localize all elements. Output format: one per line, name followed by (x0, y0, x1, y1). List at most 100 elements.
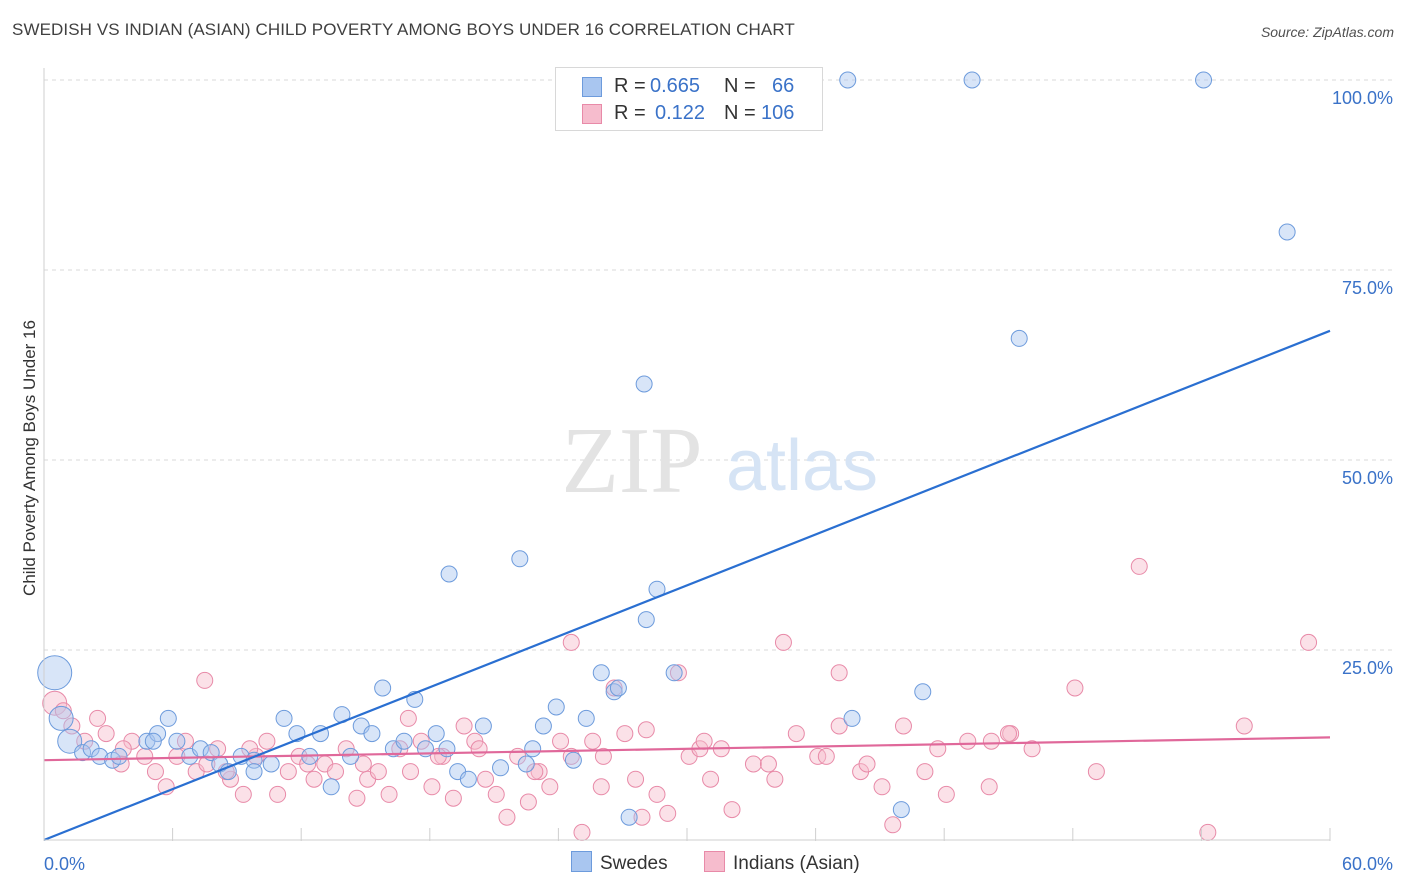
indians-point (744, 755, 762, 773)
grid (44, 79, 1392, 651)
indians-legend-label: Indians (Asian) (733, 853, 860, 874)
indians-point (605, 679, 623, 697)
indians-point (637, 721, 655, 739)
swedes-point (511, 550, 529, 568)
legend-item-swedes: Swedes (571, 851, 668, 875)
swedes-point (48, 705, 74, 731)
n-label: N = (724, 75, 756, 97)
indians-point (982, 732, 1000, 750)
indians-point (89, 709, 107, 727)
swedes-point (474, 717, 492, 735)
y-axis-label: Child Poverty Among Boys Under 16 (20, 320, 39, 596)
swedes-point (57, 728, 83, 754)
indians-point (562, 633, 580, 651)
swedes-trend-line (43, 329, 1331, 842)
swedes-point (963, 71, 981, 89)
indians-point (487, 785, 505, 803)
chart-title: SWEDISH VS INDIAN (ASIAN) CHILD POVERTY … (12, 20, 795, 39)
indians-point (873, 778, 891, 796)
watermark: ZIP atlas (562, 409, 879, 513)
indians-point (444, 789, 462, 807)
indians-point (894, 717, 912, 735)
indians-point (1000, 725, 1017, 743)
indians-point (234, 785, 252, 803)
indians-point (269, 785, 287, 803)
r-label: R = (614, 75, 646, 97)
indians-point (1130, 557, 1148, 575)
swedes-point (592, 664, 610, 682)
swedes-point (91, 747, 109, 765)
swedes-point (275, 709, 293, 727)
swedes-point (144, 732, 162, 750)
indians-r-value: 0.122 (655, 102, 706, 124)
swedes-point (1278, 223, 1296, 241)
indians-point (326, 763, 344, 781)
swedes-points (37, 71, 1296, 826)
indians-point (916, 763, 934, 781)
trend-lines (43, 329, 1331, 842)
indians-point (809, 747, 827, 765)
indians-point (1300, 633, 1318, 651)
indians-point (455, 717, 473, 735)
indians-point (702, 770, 720, 788)
indians-point (354, 755, 372, 773)
indians-point (1199, 823, 1217, 841)
swedes-point (524, 740, 542, 758)
indians-point (1235, 717, 1253, 735)
x-tick-label-end: 60.0% (1342, 854, 1393, 874)
indians-point (380, 785, 398, 803)
indians-point (858, 755, 876, 773)
indians-point (1066, 679, 1084, 697)
swedes-point (459, 770, 477, 788)
swedes-point (363, 725, 381, 743)
swedes-point (245, 763, 263, 781)
swedes-point (547, 698, 565, 716)
indians-point (279, 763, 297, 781)
legend-row-indians: R = 0.122 N = 106 (556, 100, 822, 128)
indians-point (470, 740, 488, 758)
swedes-point (635, 375, 653, 393)
swedes-point (37, 655, 73, 691)
swedes-point (440, 565, 458, 583)
indians-point (633, 808, 651, 826)
indians-point (258, 732, 276, 750)
swedes-point (839, 71, 857, 89)
swedes-point (110, 747, 128, 765)
indians-point (136, 747, 154, 765)
indians-point (648, 785, 666, 803)
swedes-point (395, 732, 413, 750)
indians-point (695, 732, 713, 750)
correlation-legend: R = 0.665 N = 66 R = 0.122 N = 106 (555, 67, 823, 131)
indians-points (42, 557, 1318, 841)
source-label: Source: ZipAtlas.com (1260, 24, 1394, 40)
swedes-point (637, 611, 655, 629)
legend-row-swedes: R = 0.665 N = 66 (556, 73, 822, 101)
swedes-point (322, 778, 340, 796)
swedes-point (843, 709, 861, 727)
indians-point (146, 763, 164, 781)
axes: 25.0% 50.0% 75.0% 100.0% 0.0% 60.0% (43, 68, 1393, 874)
swedes-point (577, 709, 595, 727)
swedes-point (665, 664, 683, 682)
indians-point (63, 717, 81, 735)
indians-point (530, 763, 548, 781)
swedes-point (892, 801, 910, 819)
indians-point (168, 747, 186, 765)
indians-point (759, 755, 777, 773)
swedes-point (159, 709, 177, 727)
swedes-swatch (582, 77, 602, 97)
swedes-point (1195, 71, 1213, 89)
swedes-point (564, 751, 582, 769)
indians-point (399, 709, 417, 727)
indians-point (817, 747, 835, 765)
swedes-point (438, 740, 456, 758)
indians-point (402, 763, 420, 781)
r-label: R = (614, 102, 646, 124)
y-tick-label: 50.0% (1342, 468, 1393, 488)
n-label: N = (724, 102, 756, 124)
watermark-zip: ZIP (562, 409, 703, 513)
y-tick-label: 25.0% (1342, 658, 1393, 678)
indians-point (584, 732, 602, 750)
indians-point (196, 671, 214, 689)
swedes-point (609, 679, 627, 697)
